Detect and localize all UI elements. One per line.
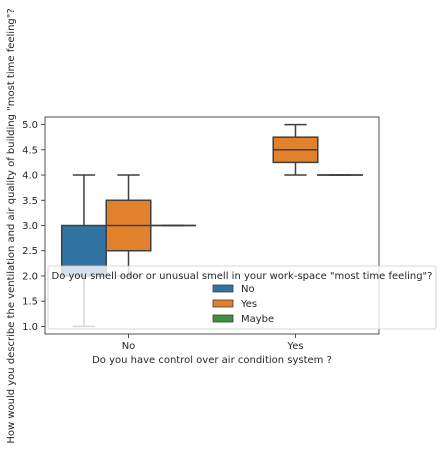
x-axis: No Yes (122, 334, 304, 352)
legend-entry-maybe: Maybe (212, 314, 274, 325)
y-tick-label: 1.0 (22, 322, 38, 333)
legend-frame (47, 265, 437, 330)
y-tick-label: 2.5 (22, 246, 38, 257)
legend-swatch (212, 314, 234, 323)
y-axis-label: How would you describe the ventilation a… (6, 8, 17, 443)
legend-label: Yes (240, 299, 257, 310)
legend-swatch (212, 284, 234, 293)
box-yes-no (105, 174, 152, 277)
legend-entries: No Yes Maybe (212, 284, 274, 325)
legend-label: No (241, 284, 255, 295)
y-tick-label: 1.5 (22, 297, 38, 308)
legend-entry-no: No (212, 284, 255, 295)
y-tick-label: 4.0 (22, 171, 38, 182)
y-tick-label: 3.5 (22, 196, 38, 207)
legend-label: Maybe (241, 314, 274, 325)
x-tick-label: Yes (286, 341, 303, 352)
legend-swatch (212, 299, 234, 308)
x-axis-label: Do you have control over air condition s… (92, 355, 332, 366)
y-tick-label: 2.0 (22, 271, 38, 282)
y-tick-label: 4.5 (22, 145, 38, 156)
y-tick-label: 3.0 (22, 221, 38, 232)
legend: Do you smell odor or unusual smell in yo… (47, 265, 437, 330)
y-axis: 1.0 1.5 2.0 2.5 3.0 3.5 4.0 4.5 5.0 (22, 120, 45, 333)
legend-title: Do you smell odor or unusual smell in yo… (52, 271, 433, 282)
x-tick-label: No (122, 341, 136, 352)
y-tick-label: 5.0 (22, 120, 38, 131)
box-yes-yes (272, 123, 319, 176)
legend-entry-yes: Yes (212, 299, 257, 310)
